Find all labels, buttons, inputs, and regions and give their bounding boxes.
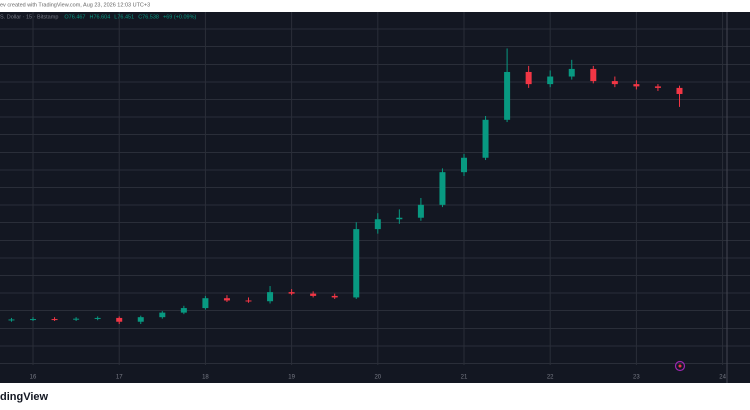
candle-body: [568, 68, 575, 77]
candle-body: [116, 317, 123, 322]
candle-body: [180, 308, 187, 313]
symbol-line: S. Dollar · 15 · Bitstamp: [0, 14, 58, 20]
candle-body: [94, 317, 101, 319]
candle-body: [8, 319, 15, 321]
credit-line: ev created with TradingView.com, Aug 23,…: [0, 2, 150, 8]
event-icon: [674, 360, 686, 372]
candle-body: [73, 318, 80, 320]
x-tick-label: 17: [116, 375, 123, 381]
plot-background: [0, 12, 750, 365]
candle-body: [654, 86, 661, 88]
candle-body: [676, 87, 683, 94]
x-tick-label: 21: [461, 375, 468, 381]
x-tick-label: 22: [547, 375, 554, 381]
candle-body: [223, 298, 230, 301]
candle-body: [396, 217, 403, 220]
candle-body: [331, 295, 338, 298]
candle-body: [30, 319, 37, 321]
candle-body: [547, 76, 554, 85]
ohlc-value: L76.451: [114, 14, 134, 20]
candle-body: [439, 172, 446, 205]
candle-body: [310, 293, 317, 296]
candle-body: [417, 204, 424, 218]
candle-body: [353, 229, 360, 298]
x-tick-label: 16: [30, 375, 37, 381]
candle-body: [374, 219, 381, 230]
candle-body: [633, 84, 640, 87]
candle-body: [137, 317, 144, 322]
ohlc-value: +69 (+0.09%): [163, 14, 196, 20]
footer-brand: dingView: [0, 391, 49, 403]
event-icon-dot: [678, 364, 682, 368]
x-tick-label: 19: [288, 375, 295, 381]
candle-body: [611, 81, 618, 85]
candle-body: [245, 300, 252, 302]
candle-body: [504, 71, 511, 120]
x-tick-label: 20: [374, 375, 381, 381]
candle-body: [51, 319, 58, 321]
candle-body: [288, 292, 295, 294]
candle-body: [267, 292, 274, 302]
x-tick-label: 18: [202, 375, 209, 381]
candle-body: [590, 68, 597, 82]
ohlc-value: O76.467: [64, 14, 85, 20]
candle-body: [482, 119, 489, 158]
candle-body: [159, 312, 166, 318]
candle-body: [525, 71, 532, 85]
ohlc-value: C76.538: [138, 14, 159, 20]
x-tick-label: 24: [719, 375, 726, 381]
ohlc-value: H76.604: [90, 14, 111, 20]
x-tick-label: 23: [633, 375, 640, 381]
candle-body: [460, 157, 467, 173]
candle-body: [202, 298, 209, 309]
time-axis-background: [0, 365, 750, 383]
